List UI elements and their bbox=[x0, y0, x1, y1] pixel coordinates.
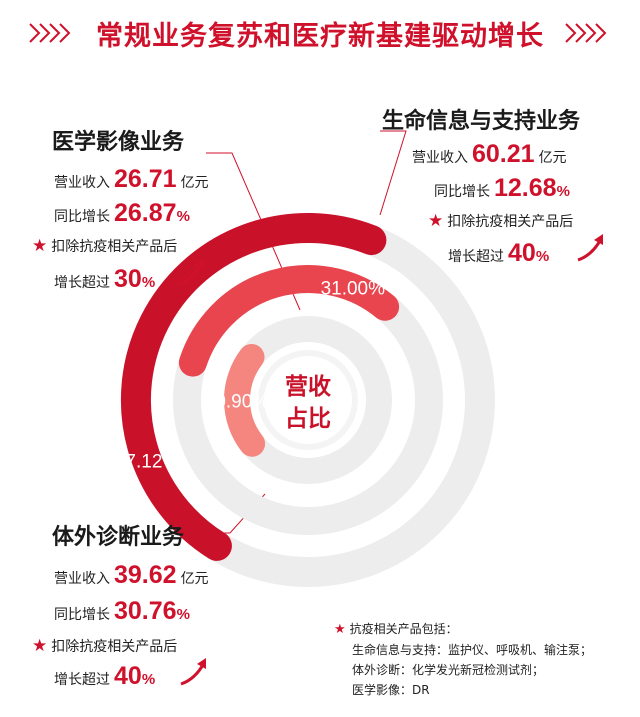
imaging-revenue-row: 营业收入 26.71 亿元 bbox=[54, 165, 209, 194]
life-yoy-value: 12.68 bbox=[494, 174, 557, 202]
life-growth-label: 增长超过 bbox=[448, 249, 504, 265]
ring-label-imaging: 20.90% bbox=[205, 392, 270, 413]
ivd-up-arrow-icon bbox=[180, 658, 206, 686]
imaging-revenue-value: 26.71 bbox=[114, 165, 177, 193]
ivd-growth-row: 增长超过 40 % bbox=[54, 662, 155, 691]
footnote-header: ★ 抗疫相关产品包括： bbox=[334, 620, 458, 637]
footnote-line: 生命信息与支持：监护仪、呼吸机、输注泵； bbox=[352, 643, 593, 657]
imaging-revenue-label: 营业收入 bbox=[54, 175, 110, 191]
life-revenue-row: 营业收入 60.21 亿元 bbox=[412, 140, 567, 169]
center-label-line1: 营收 bbox=[285, 374, 331, 400]
ring-arc-life bbox=[120, 212, 387, 561]
imaging-growth-row: 增长超过 30 % bbox=[54, 265, 155, 294]
ivd-yoy-unit: % bbox=[176, 606, 190, 623]
ivd-revenue-value: 39.62 bbox=[114, 561, 177, 589]
footnote-header-text: 抗疫相关产品包括： bbox=[349, 622, 458, 636]
ivd-growth-value: 40 bbox=[114, 662, 142, 690]
life-growth-row: 增长超过 40 % bbox=[448, 239, 549, 268]
ivd-excl-row: ★ 扣除抗疫相关产品后 bbox=[32, 636, 177, 656]
imaging-revenue-unit: 亿元 bbox=[180, 175, 209, 191]
star-icon: ★ bbox=[428, 211, 444, 231]
life-revenue-label: 营业收入 bbox=[412, 150, 468, 166]
center-label: 营收 占比 bbox=[268, 371, 348, 435]
imaging-yoy-unit: % bbox=[176, 208, 190, 225]
right-chevrons-icon bbox=[565, 23, 607, 43]
ring-label-ivd: 31.00% bbox=[321, 279, 386, 300]
life-growth-unit: % bbox=[535, 248, 550, 265]
ring-arc-ivd bbox=[178, 265, 400, 377]
life-yoy-row: 同比增长 12.68 % bbox=[434, 174, 570, 203]
ivd-revenue-row: 营业收入 39.62 亿元 bbox=[54, 561, 209, 590]
life-revenue-value: 60.21 bbox=[472, 140, 535, 168]
life-revenue-unit: 亿元 bbox=[538, 150, 567, 166]
leader-line-imaging bbox=[206, 152, 301, 311]
life-growth-value: 40 bbox=[508, 239, 536, 267]
ivd-yoy-value: 30.76 bbox=[114, 597, 177, 625]
center-label-line2: 占比 bbox=[285, 406, 331, 432]
life-yoy-label: 同比增长 bbox=[434, 184, 490, 200]
imaging-growth-label: 增长超过 bbox=[54, 275, 110, 291]
star-icon: ★ bbox=[334, 622, 346, 637]
life-title: 生命信息与支持业务 bbox=[382, 109, 581, 134]
ivd-growth-unit: % bbox=[141, 671, 156, 688]
ivd-yoy-row: 同比增长 30.76 % bbox=[54, 597, 190, 626]
imaging-growth-unit: % bbox=[141, 274, 156, 291]
ivd-excl-label: 扣除抗疫相关产品后 bbox=[51, 639, 178, 655]
imaging-up-arrow-icon bbox=[177, 259, 203, 287]
ivd-title: 体外诊断业务 bbox=[52, 525, 185, 550]
life-up-arrow-icon bbox=[577, 234, 603, 262]
ring-arc-imaging bbox=[224, 344, 266, 457]
life-excl-label: 扣除抗疫相关产品后 bbox=[447, 214, 574, 230]
ring-label-life: 47.12% bbox=[115, 452, 180, 473]
imaging-yoy-row: 同比增长 26.87 % bbox=[54, 199, 190, 228]
life-excl-row: ★ 扣除抗疫相关产品后 bbox=[428, 211, 573, 231]
life-yoy-unit: % bbox=[556, 183, 570, 200]
ivd-growth-label: 增长超过 bbox=[54, 672, 110, 688]
left-chevrons-icon bbox=[29, 23, 71, 43]
ivd-revenue-unit: 亿元 bbox=[180, 571, 209, 587]
center-disc bbox=[264, 356, 352, 444]
footnote-line: 医学影像：DR bbox=[352, 683, 430, 697]
imaging-title: 医学影像业务 bbox=[52, 130, 185, 155]
leader-line-life bbox=[379, 130, 407, 216]
imaging-growth-value: 30 bbox=[114, 265, 142, 293]
imaging-excl-label: 扣除抗疫相关产品后 bbox=[51, 239, 178, 255]
imaging-yoy-label: 同比增长 bbox=[54, 209, 110, 225]
star-icon: ★ bbox=[32, 236, 48, 256]
imaging-yoy-value: 26.87 bbox=[114, 199, 177, 227]
imaging-excl-row: ★ 扣除抗疫相关产品后 bbox=[32, 236, 177, 256]
star-icon: ★ bbox=[32, 636, 48, 656]
page-title: 常规业务复苏和医疗新基建驱动增长 bbox=[96, 21, 544, 52]
footnote-line: 体外诊断：化学发光新冠检测试剂； bbox=[352, 663, 545, 677]
ivd-yoy-label: 同比增长 bbox=[54, 607, 110, 623]
ivd-revenue-label: 营业收入 bbox=[54, 571, 110, 587]
